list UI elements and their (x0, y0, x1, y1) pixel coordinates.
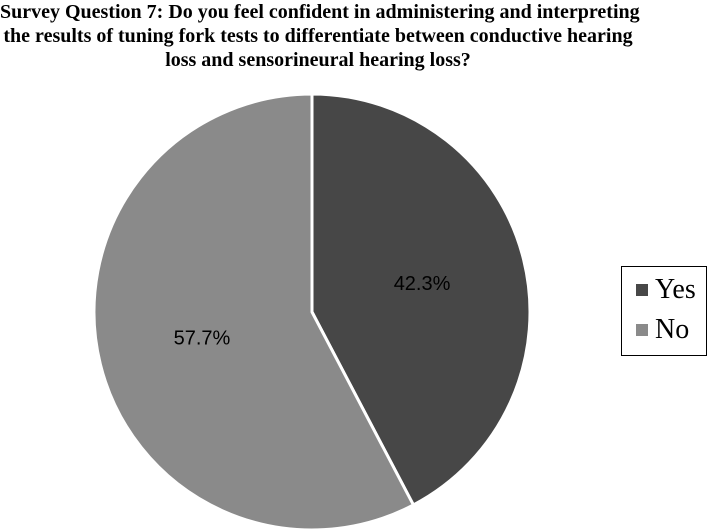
pie-slices (92, 92, 532, 530)
pie-chart: 42.3% 57.7% (92, 92, 532, 530)
legend-label-no: No (655, 314, 690, 345)
slice-label-yes: 42.3% (394, 273, 451, 295)
slice-label-no: 57.7% (174, 327, 231, 349)
chart-title-line-1: Survey Question 7: Do you feel confident… (0, 1, 640, 23)
legend-swatch-yes (636, 284, 648, 296)
chart-title-line-2: the results of tuning fork tests to diff… (3, 25, 633, 47)
legend-item-no: No (636, 315, 689, 345)
chart-title: Survey Question 7: Do you feel confident… (0, 0, 640, 72)
legend-swatch-no (636, 324, 648, 336)
legend-item-yes: Yes (636, 275, 696, 305)
pie-labels: 42.3% 57.7% (174, 273, 451, 349)
pie-slice-yes (310, 92, 532, 507)
legend: Yes No (621, 266, 707, 356)
legend-label-yes: Yes (655, 274, 696, 305)
chart-title-line-3: loss and sensorineural hearing loss? (165, 49, 471, 71)
